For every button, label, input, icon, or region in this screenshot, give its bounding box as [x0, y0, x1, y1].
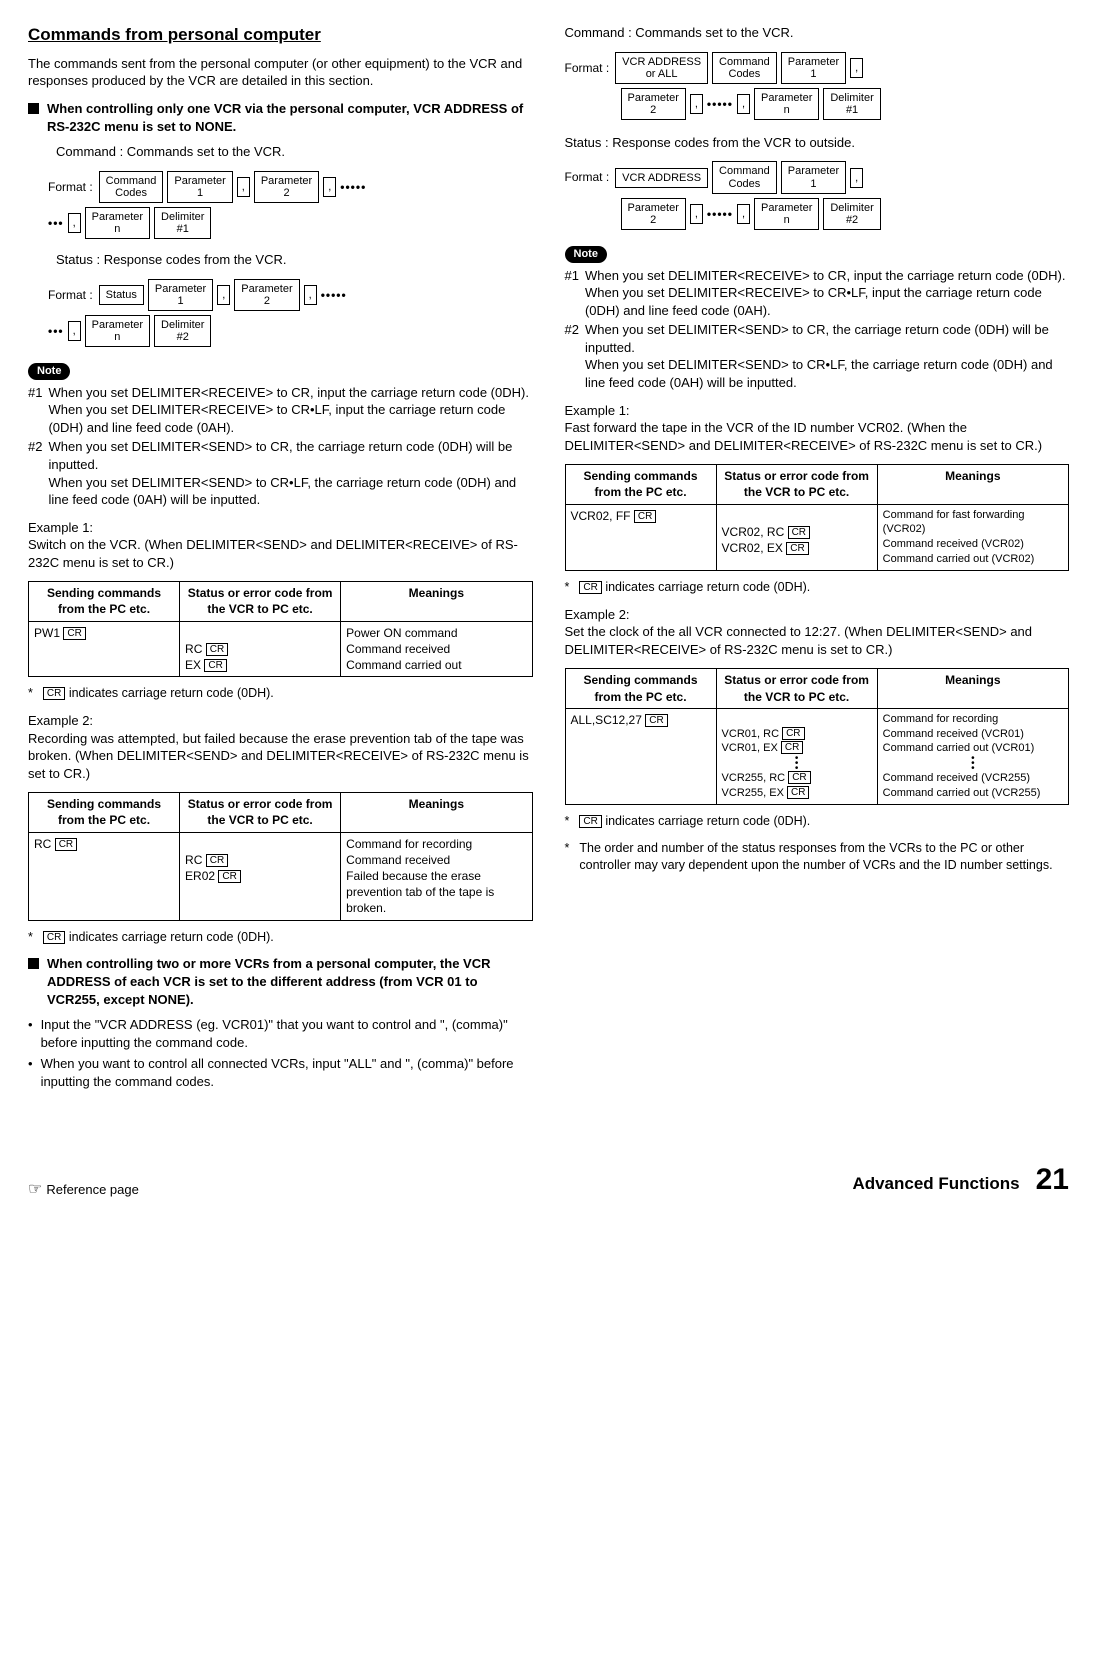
note-list-left: #1When you set DELIMITER<RECEIVE> to CR,…: [28, 384, 533, 509]
note-badge-right: Note: [565, 246, 607, 263]
format-row-r2: Parameter 2 , ••••• , Parameter n Delimi…: [621, 88, 1070, 120]
cr-footnote-3: *CR indicates carriage return code (0DH)…: [565, 579, 1070, 596]
square-bullet-icon: [28, 958, 39, 969]
order-footnote: *The order and number of the status resp…: [565, 840, 1070, 874]
hand-icon: ☞: [28, 1181, 42, 1198]
page-title: Commands from personal computer: [28, 24, 533, 47]
example1-right-title: Example 1:Fast forward the tape in the V…: [565, 402, 1070, 455]
format-row-cmd-1: Format : Command Codes Parameter 1 , Par…: [48, 171, 533, 203]
example1-right-table: Sending commands from the PC etc. Status…: [565, 464, 1070, 571]
cr-footnote-1: *CR indicates carriage return code (0DH)…: [28, 685, 533, 702]
cr-footnote-4: *CR indicates carriage return code (0DH)…: [565, 813, 1070, 830]
example1-left-table: Sending commands from the PC etc. Status…: [28, 581, 533, 677]
format-row-status-1: Format : Status Parameter 1 , Parameter …: [48, 279, 533, 311]
format-row-r4: Parameter 2 , ••••• , Parameter n Delimi…: [621, 198, 1070, 230]
format-row-r3: Format : VCR ADDRESS Command Codes Param…: [565, 161, 1070, 193]
multi-bullet-list: •Input the "VCR ADDRESS (eg. VCR01)" tha…: [28, 1016, 533, 1090]
status-label-right: Status : Response codes from the VCR to …: [565, 134, 1070, 152]
intro-text: The commands sent from the personal comp…: [28, 55, 533, 90]
cr-footnote-2: *CR indicates carriage return code (0DH)…: [28, 929, 533, 946]
example2-left-table: Sending commands from the PC etc. Status…: [28, 792, 533, 920]
command-label-right: Command : Commands set to the VCR.: [565, 24, 1070, 42]
format-row-r1: Format : VCR ADDRESS or ALL Command Code…: [565, 52, 1070, 84]
example2-left-title: Example 2:Recording was attempted, but f…: [28, 712, 533, 782]
multi-vcr-heading: When controlling two or more VCRs from a…: [28, 955, 533, 1008]
format-row-cmd-2: ••• , Parameter n Delimiter #1: [48, 207, 533, 239]
status-label: Status : Response codes from the VCR.: [56, 251, 533, 269]
single-vcr-heading: When controlling only one VCR via the pe…: [28, 100, 533, 135]
command-label: Command : Commands set to the VCR.: [56, 143, 533, 161]
page-footer: ☞Reference page Advanced Functions21: [28, 1160, 1069, 1201]
format-row-status-2: ••• , Parameter n Delimiter #2: [48, 315, 533, 347]
example2-right-table: Sending commands from the PC etc. Status…: [565, 668, 1070, 805]
square-bullet-icon: [28, 103, 39, 114]
example2-right-title: Example 2:Set the clock of the all VCR c…: [565, 606, 1070, 659]
example1-left-title: Example 1:Switch on the VCR. (When DELIM…: [28, 519, 533, 572]
note-list-right: #1When you set DELIMITER<RECEIVE> to CR,…: [565, 267, 1070, 392]
note-badge: Note: [28, 363, 70, 380]
